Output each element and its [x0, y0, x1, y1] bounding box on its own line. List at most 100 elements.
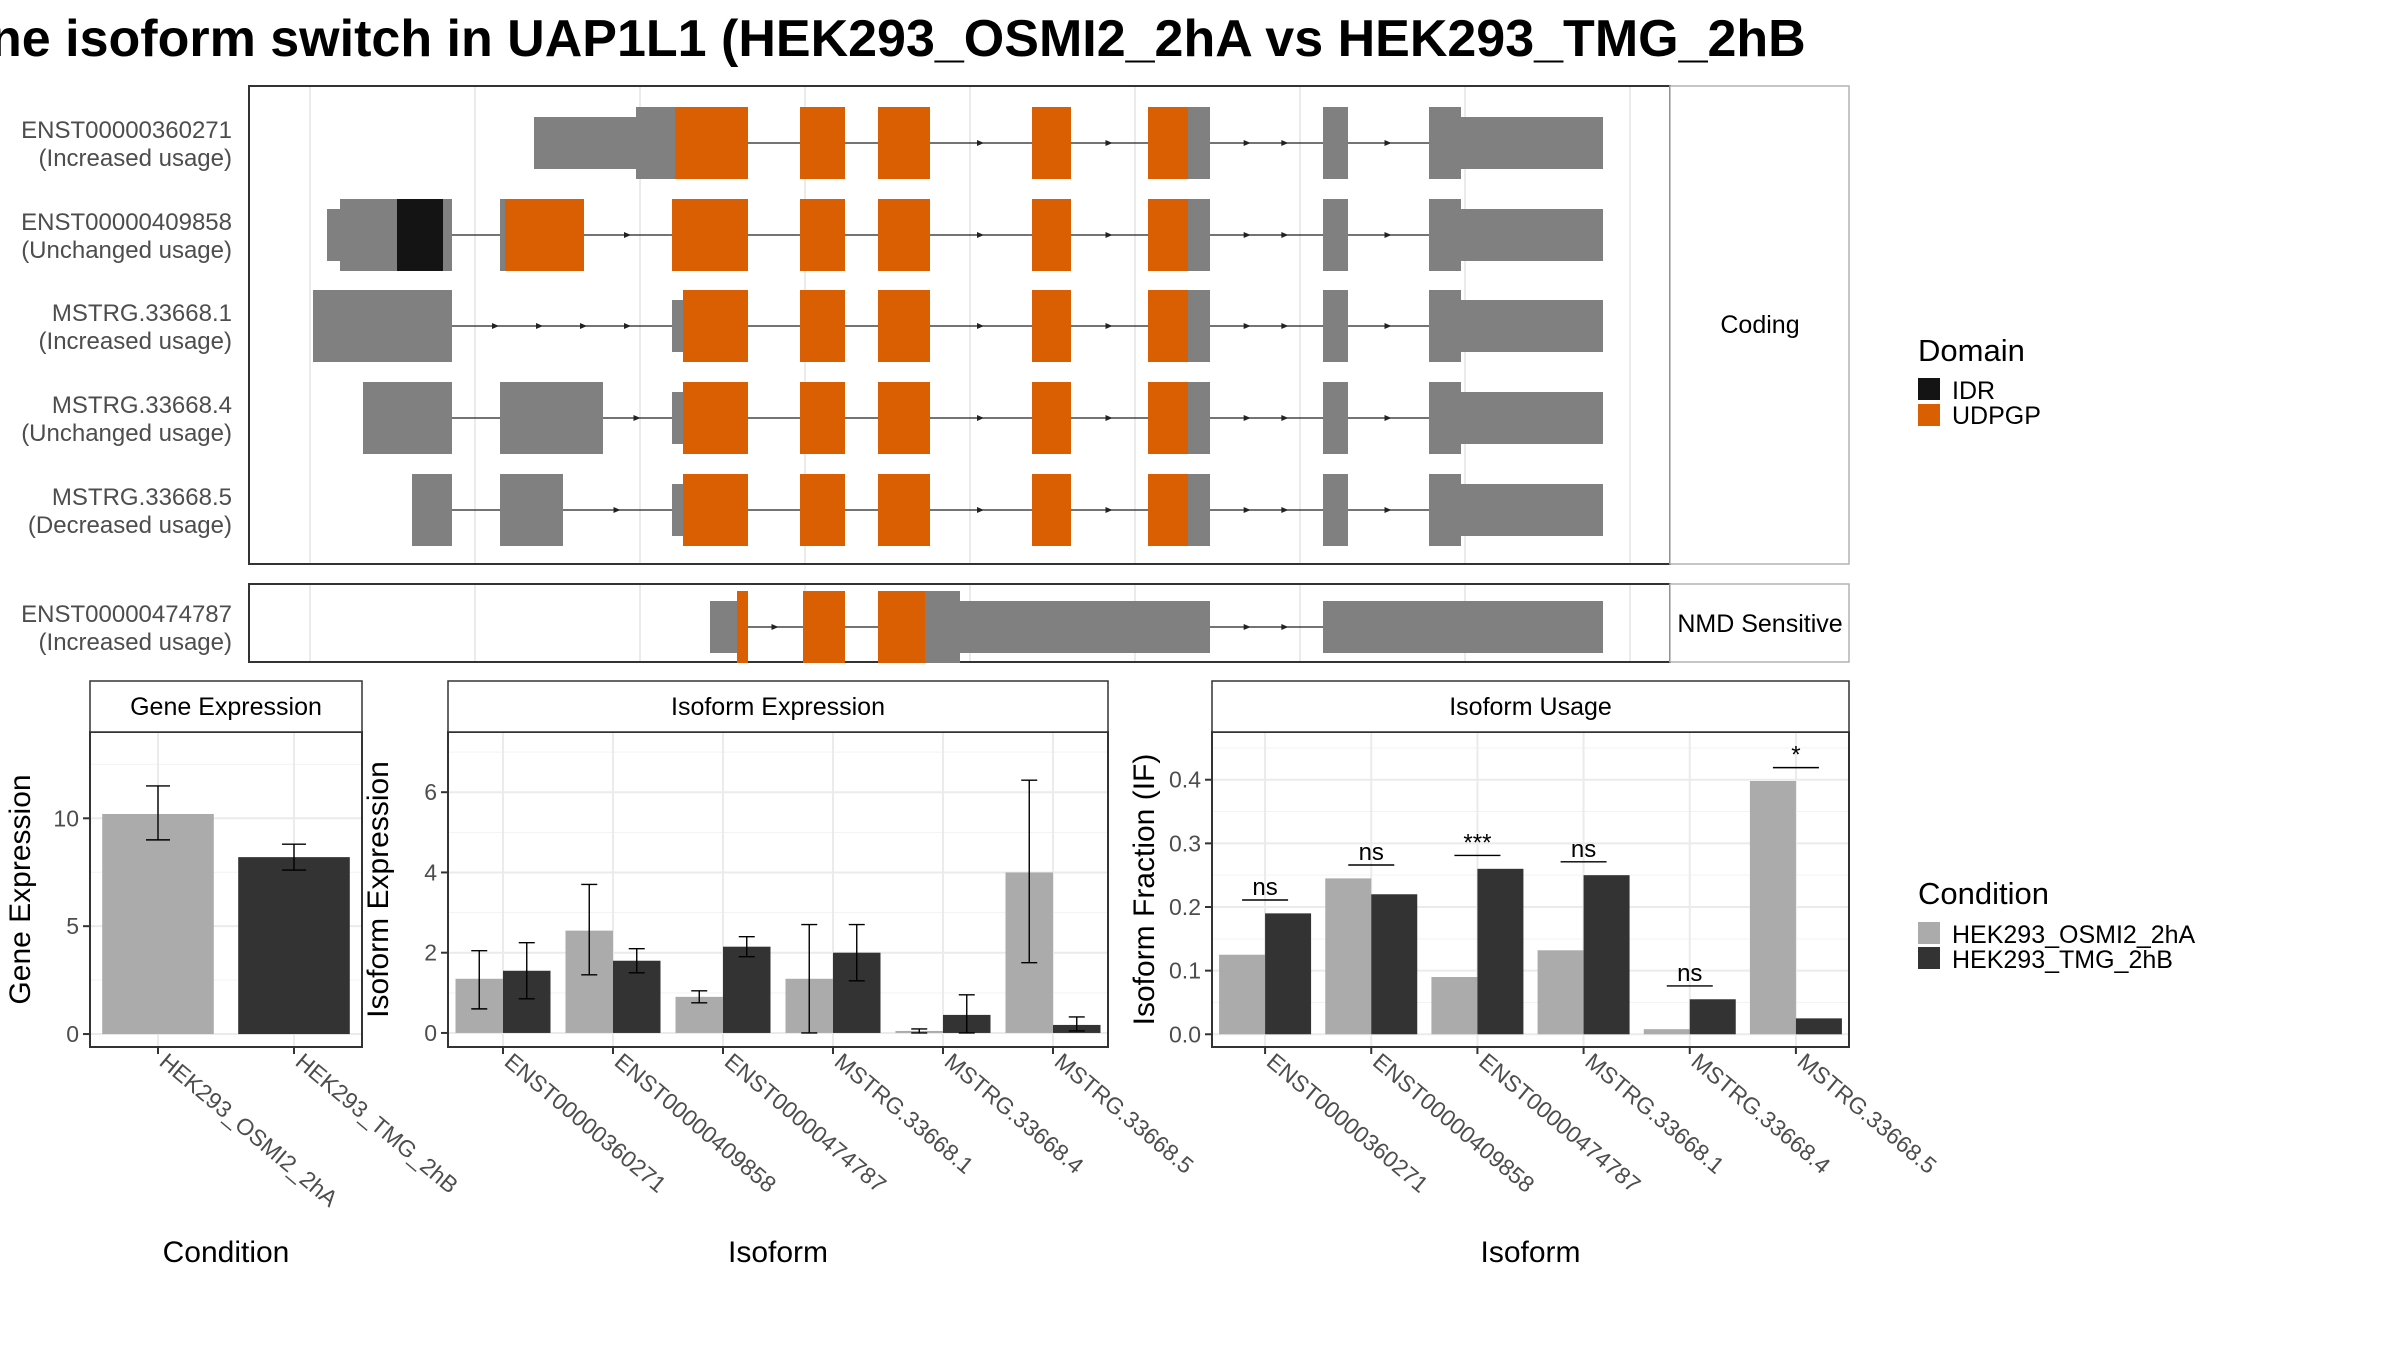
udpgp-domain-exon — [878, 382, 930, 454]
intron-arrow — [1384, 507, 1392, 513]
exon-block — [1323, 107, 1348, 179]
transcript-usage-label: (Decreased usage) — [28, 512, 232, 539]
y-axis-title: Isoform Fraction (IF) — [1128, 754, 1161, 1026]
exon-block — [960, 601, 1210, 653]
bar — [1265, 913, 1312, 1035]
transcript-name-label: ENST00000409858 — [21, 209, 232, 236]
x-axis-title: Condition — [163, 1236, 290, 1269]
udpgp-domain-exon — [878, 107, 930, 179]
exon-block — [925, 591, 960, 663]
exon-block — [1429, 199, 1461, 271]
udpgp-domain-exon — [800, 199, 845, 271]
transcript-usage-label: (Unchanged usage) — [21, 420, 232, 447]
exon-block — [1323, 290, 1348, 362]
exon-block — [1188, 199, 1210, 271]
exon-block — [672, 484, 683, 536]
udpgp-domain-exon — [1148, 382, 1188, 454]
udpgp-domain-exon — [675, 107, 748, 179]
coding-panel: Coding — [248, 85, 1850, 565]
exon-block — [1461, 209, 1603, 261]
intron-arrow — [1105, 323, 1113, 329]
y-tick-label: 5 — [66, 913, 79, 939]
bar — [1689, 999, 1736, 1035]
x-axis-title: Isoform — [728, 1236, 828, 1269]
intron-arrow — [1281, 415, 1289, 421]
transcript-usage-label: (Increased usage) — [39, 145, 232, 172]
significance-label: *** — [1463, 829, 1491, 856]
exon-block — [710, 601, 737, 653]
condition-b-legend-key — [1918, 947, 1940, 969]
intron-arrow — [1105, 232, 1113, 238]
significance-label: * — [1791, 742, 1800, 769]
bar — [1325, 878, 1372, 1035]
nmd-strip-label: NMD Sensitive — [1677, 610, 1842, 638]
bar — [1219, 954, 1266, 1035]
transcript-name-label: ENST00000360271 — [21, 117, 232, 144]
udpgp-domain-exon — [803, 591, 845, 663]
bar — [1583, 875, 1630, 1035]
exon-block — [1323, 382, 1348, 454]
coding-strip — [1669, 85, 1850, 565]
exon-block — [412, 474, 452, 546]
bar — [1477, 868, 1524, 1035]
exon-block — [636, 107, 675, 179]
udpgp-domain-exon — [1148, 107, 1188, 179]
nmd-panel: NMD Sensitive — [248, 583, 1850, 663]
exon-block — [1429, 107, 1461, 179]
exon-block — [500, 474, 563, 546]
nmd-tracks — [710, 591, 1603, 663]
nmd-strip — [1669, 583, 1850, 663]
udpgp-domain-exon — [878, 474, 930, 546]
intron-arrow — [1243, 232, 1251, 238]
panel-strip-label: Gene Expression — [130, 693, 322, 721]
transcript-name-label: MSTRG.33668.5 — [52, 484, 232, 511]
condition-a-legend-key — [1918, 922, 1940, 944]
exon-block — [500, 382, 603, 454]
transcript-name-label: MSTRG.33668.4 — [52, 392, 232, 419]
significance-label: ns — [1677, 960, 1702, 987]
exon-block — [1461, 300, 1603, 352]
intron-arrow — [977, 140, 984, 146]
intron-arrow — [580, 323, 587, 329]
bar — [1749, 781, 1796, 1035]
exon-block — [1429, 382, 1461, 454]
bar — [1795, 1018, 1842, 1035]
coding-gridlines — [309, 87, 1631, 563]
bar — [102, 813, 214, 1035]
udpgp-domain-exon — [1148, 199, 1188, 271]
transcript-usage-label: (Increased usage) — [39, 629, 232, 656]
exon-block — [313, 290, 452, 362]
udpgp-domain-exon — [1032, 107, 1071, 179]
exon-block — [1429, 474, 1461, 546]
plot-title: ne isoform switch in UAP1L1 (HEK293_OSMI… — [0, 10, 1806, 68]
udpgp-domain-exon — [878, 199, 930, 271]
udpgp-domain-exon — [800, 107, 845, 179]
intron-arrow — [1384, 415, 1392, 421]
exon-block — [1461, 484, 1603, 536]
transcript-name-label: ENST00000474787 — [21, 601, 232, 628]
bar — [723, 946, 771, 1033]
transcript-name-label: MSTRG.33668.1 — [52, 300, 232, 327]
intron-arrow — [1281, 624, 1289, 630]
transcript-usage-label: (Increased usage) — [39, 328, 232, 355]
intron-arrow — [1384, 323, 1392, 329]
y-tick-label: 0 — [66, 1021, 79, 1047]
domain-legend: Domain IDR UDPGP — [1918, 333, 2041, 430]
exon-block — [672, 300, 683, 352]
udpgp-legend-label: UDPGP — [1952, 402, 2041, 430]
intron-arrow — [613, 507, 621, 513]
intron-arrow — [1281, 323, 1289, 329]
udpgp-domain-exon — [1148, 474, 1188, 546]
panel-strip — [1211, 680, 1850, 733]
intron-arrow — [1384, 232, 1392, 238]
intron-arrow — [624, 323, 631, 329]
udpgp-domain-exon — [737, 591, 748, 663]
intron-arrow — [1243, 140, 1251, 146]
intron-arrow — [1105, 415, 1113, 421]
udpgp-domain-exon — [505, 199, 584, 271]
intron-arrow — [977, 232, 984, 238]
udpgp-domain-exon — [878, 290, 930, 362]
exon-block — [672, 392, 683, 444]
condition-legend-title: Condition — [1918, 876, 2049, 911]
